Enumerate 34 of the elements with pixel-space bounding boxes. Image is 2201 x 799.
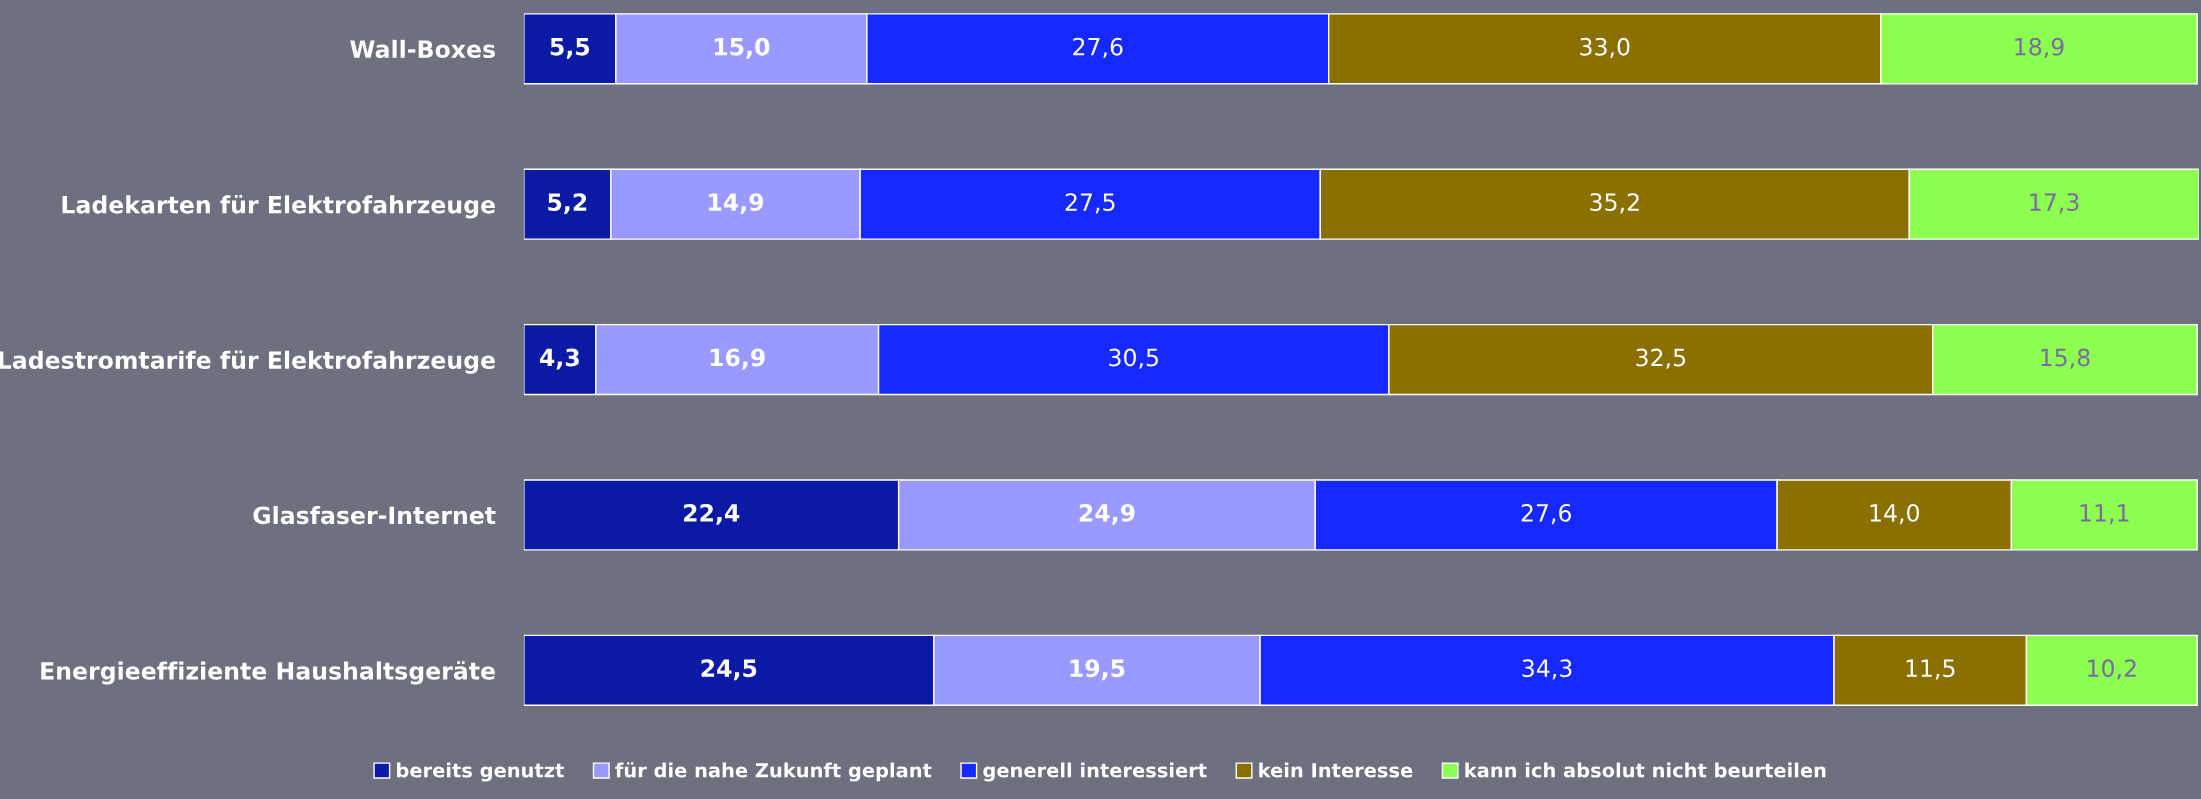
- legend-label: kann ich absolut nicht beurteilen: [1465, 762, 1826, 778]
- data-label: 11,5: [1906, 659, 1955, 680]
- data-label: 5,5: [550, 38, 590, 59]
- data-label: 27,5: [1065, 193, 1115, 214]
- legend-label: kein Interesse: [1259, 762, 1413, 778]
- data-label: 5,2: [548, 193, 587, 215]
- data-label: 15,0: [714, 37, 770, 59]
- data-label: 27,6: [1521, 503, 1572, 525]
- data-label: 19,5: [1070, 659, 1125, 681]
- legend-label: bereits genutzt: [397, 762, 564, 782]
- data-label: 15,8: [2041, 348, 2090, 369]
- data-label: 35,2: [1590, 193, 1639, 214]
- y-tick-label: Wall-Boxes: [350, 39, 495, 59]
- y-tick-label: Energieeffiziente Haushaltsgeräte: [41, 661, 495, 685]
- data-label: 14,9: [709, 193, 764, 215]
- data-label: 30,5: [1109, 348, 1158, 369]
- data-label: 27,6: [1073, 37, 1123, 59]
- data-label: 17,3: [2030, 193, 2079, 214]
- data-label: 33,0: [1580, 37, 1630, 59]
- data-label: 22,4: [683, 503, 740, 525]
- legend-label: generell interessiert: [983, 762, 1207, 782]
- legend-label: für die nahe Zukunft geplant: [615, 762, 932, 782]
- data-label: 11,1: [2080, 504, 2129, 525]
- data-label: 10,2: [2088, 659, 2136, 680]
- data-label: 16,9: [710, 348, 765, 370]
- data-label: 18,9: [2015, 37, 2064, 59]
- data-label: 4,3: [539, 348, 579, 370]
- y-tick-label: Ladekarten für Elektrofahrzeuge: [62, 195, 495, 219]
- data-label: 14,0: [1870, 503, 1919, 525]
- data-label: 32,5: [1636, 348, 1686, 369]
- data-label: 34,3: [1522, 659, 1572, 680]
- y-tick-label: Glasfaser-Internet: [253, 505, 496, 525]
- data-label: 24,5: [701, 659, 757, 681]
- data-label: 24,9: [1079, 503, 1135, 525]
